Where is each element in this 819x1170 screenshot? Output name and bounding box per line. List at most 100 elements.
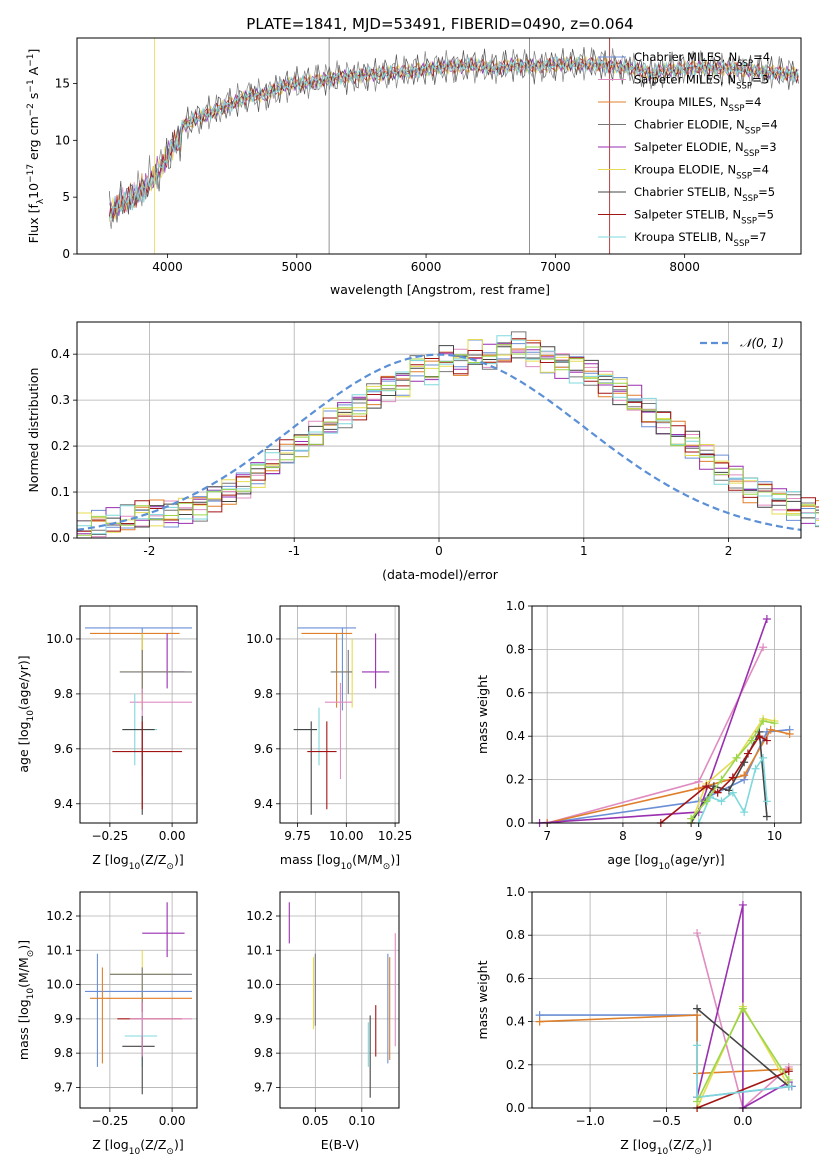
y-tick-label: 10.0 bbox=[46, 978, 73, 992]
weight-marker bbox=[784, 1075, 793, 1084]
residual-histogram-panel: -2 -1 0 1 2 0.0 0.1 0.2 0.3 0.4 (data-model)/error… bbox=[26, 321, 819, 582]
weight-marker bbox=[762, 615, 771, 624]
y-tick-label: 9.8 bbox=[54, 1046, 73, 1060]
weight-marker bbox=[702, 797, 711, 806]
y-axis-label: mass weight bbox=[475, 960, 490, 1039]
axes-frame bbox=[531, 605, 802, 824]
x-tick-label: 0.05 bbox=[302, 1114, 329, 1128]
mass-vs-extinction-panel: 0.05 0.10 9.7 9.8 9.9 10.0 10.1 10.2 E(B-V) bbox=[246, 891, 400, 1152]
x-tick-label: 0 bbox=[435, 544, 443, 558]
y-axis-label: mass [log10(M/M⊙)] bbox=[16, 940, 36, 1060]
legend-entry: Chabrier MILES, NSSP=4 bbox=[634, 50, 770, 69]
y-tick-label: 10.1 bbox=[46, 943, 73, 957]
x-tick-label: −0.5 bbox=[652, 1114, 681, 1128]
x-axis-label: Z [log10(Z/Z⊙)] bbox=[92, 852, 183, 872]
axes-frame bbox=[279, 891, 400, 1109]
axes-frame bbox=[79, 605, 198, 824]
age-vs-metallicity-panel: −0.25 0.00 9.4 9.6 9.8 10.0 Z [log10(Z/Z⊙)] age… bbox=[16, 605, 198, 872]
legend-entry: Salpeter STELIB, NSSP=5 bbox=[634, 208, 774, 227]
weight-marker bbox=[740, 808, 749, 817]
weight-marker bbox=[762, 812, 771, 821]
weight-marker bbox=[717, 775, 726, 784]
legend-entry: Kroupa STELIB, NSSP=7 bbox=[634, 230, 766, 249]
histogram-step-kroupa-elodie bbox=[77, 338, 819, 533]
histogram-step-salpeter-elodie bbox=[77, 343, 819, 535]
x-tick-label: -2 bbox=[143, 544, 155, 558]
y-tick-label: 0.8 bbox=[506, 642, 525, 656]
weight-marker bbox=[743, 749, 752, 758]
weight-marker bbox=[762, 797, 771, 806]
x-tick-label: 9.75 bbox=[284, 829, 311, 843]
weight-marker bbox=[762, 736, 771, 745]
y-tick-label: 9.8 bbox=[254, 687, 273, 701]
y-tick-label: 9.8 bbox=[254, 1046, 273, 1060]
weight-line-salpeter-stelib bbox=[696, 1070, 790, 1109]
weight-marker bbox=[535, 1017, 544, 1026]
y-tick-label: 9.6 bbox=[54, 742, 73, 756]
weight-marker bbox=[759, 753, 768, 762]
y-tick-label: 0.0 bbox=[51, 531, 70, 545]
y-tick-label: 0.4 bbox=[506, 1015, 525, 1029]
y-tick-label: 0.2 bbox=[51, 439, 70, 453]
y-tick-label: 9.8 bbox=[54, 687, 73, 701]
y-tick-label: 9.7 bbox=[254, 1080, 273, 1094]
y-axis-label: Flux [fλ10−17 erg cm−2 s−1 A−1] bbox=[26, 49, 46, 244]
x-axis-label: E(B-V) bbox=[321, 1137, 360, 1152]
y-tick-label: 10.0 bbox=[246, 978, 273, 992]
y-tick-label: 0.4 bbox=[51, 347, 70, 361]
x-tick-label: 8 bbox=[619, 829, 627, 843]
x-tick-label: 2 bbox=[725, 544, 733, 558]
x-tick-label: 10.00 bbox=[329, 829, 363, 843]
y-tick-label: 0.6 bbox=[506, 686, 525, 700]
x-tick-label: 0.00 bbox=[159, 1114, 186, 1128]
weight-marker bbox=[694, 784, 703, 793]
x-tick-label: 4000 bbox=[152, 260, 183, 274]
y-tick-label: 1.0 bbox=[506, 599, 525, 613]
legend-entry: Kroupa ELODIE, NSSP=4 bbox=[634, 163, 769, 182]
histogram-step-kroupa-stelib bbox=[77, 335, 819, 535]
weight-marker bbox=[728, 773, 737, 782]
y-tick-label: 10.0 bbox=[246, 632, 273, 646]
age-vs-mass-panel: 9.75 10.00 10.25 9.4 9.6 9.8 10.0 mass [log10(M… bbox=[246, 605, 412, 872]
spectrum-panel: 4000 5000 6000 7000 8000 0 5 10 15 wavelength [An… bbox=[26, 37, 802, 297]
legend-entry: Chabrier ELODIE, NSSP=4 bbox=[634, 118, 778, 137]
histogram-step-kroupa-miles bbox=[77, 339, 819, 539]
x-axis-label: mass [log10(M/M⊙)] bbox=[280, 852, 400, 872]
y-tick-label: 10.0 bbox=[46, 632, 73, 646]
y-tick-label: 0.3 bbox=[51, 393, 70, 407]
weight-marker bbox=[785, 730, 794, 739]
y-tick-label: 10 bbox=[55, 133, 70, 147]
y-tick-label: 5 bbox=[62, 190, 70, 204]
x-tick-label: 7 bbox=[543, 829, 551, 843]
x-axis-label: Z [log10(Z/Z⊙)] bbox=[620, 1137, 711, 1157]
y-tick-label: 0.4 bbox=[506, 729, 525, 743]
histogram-step-extra bbox=[77, 344, 819, 536]
x-tick-label: −0.25 bbox=[91, 829, 128, 843]
weight-marker bbox=[687, 814, 696, 823]
y-tick-label: 9.9 bbox=[54, 1012, 73, 1026]
y-tick-label: 0.2 bbox=[506, 773, 525, 787]
weight-marker bbox=[713, 788, 722, 797]
x-tick-label: 9 bbox=[695, 829, 703, 843]
y-tick-label: 0 bbox=[62, 247, 70, 261]
y-axis-label: mass weight bbox=[475, 675, 490, 754]
x-tick-label: 0.10 bbox=[348, 1114, 375, 1128]
weight-marker bbox=[759, 643, 768, 652]
histogram-step-salpeter-stelib bbox=[77, 338, 819, 532]
x-tick-label: −0.25 bbox=[91, 1114, 128, 1128]
weight-marker bbox=[702, 782, 711, 791]
y-tick-label: 9.6 bbox=[254, 742, 273, 756]
x-tick-label: -1 bbox=[288, 544, 300, 558]
weight-marker bbox=[759, 717, 768, 726]
weight-line-chabrier-stelib bbox=[696, 1007, 790, 1088]
x-tick-label: 0.0 bbox=[733, 1114, 752, 1128]
y-axis-label: Normed distribution bbox=[26, 368, 41, 493]
weight-marker bbox=[755, 732, 764, 741]
y-tick-label: 1.0 bbox=[506, 885, 525, 899]
weight-marker bbox=[747, 736, 756, 745]
y-tick-label: 15 bbox=[55, 76, 70, 90]
x-tick-label: −1.0 bbox=[576, 1114, 605, 1128]
x-tick-label: 10 bbox=[767, 829, 782, 843]
weight-marker bbox=[693, 1097, 702, 1106]
